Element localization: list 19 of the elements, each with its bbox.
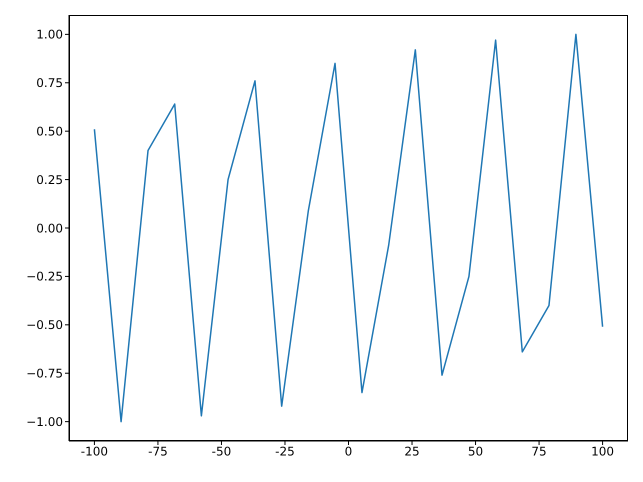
x-tick-label: 100 [591, 444, 614, 459]
x-tick-label: -100 [80, 444, 108, 459]
x-tick-label: 25 [404, 444, 420, 459]
y-tick-label: −0.75 [26, 366, 63, 380]
x-tick-label: 50 [468, 444, 484, 459]
y-tick-label: 1.00 [36, 28, 63, 42]
y-tick-label: 0.75 [36, 76, 63, 90]
x-tick-label: -25 [275, 444, 295, 459]
y-tick-label: −0.25 [26, 270, 63, 284]
x-tick-label: -75 [148, 444, 168, 459]
x-tick-label: -50 [212, 444, 232, 459]
line-series [94, 34, 604, 422]
y-tick-label: 0.00 [36, 221, 63, 236]
x-tick-label: 75 [531, 444, 547, 459]
y-tick-label: −0.50 [26, 318, 63, 332]
y-tick-label: 0.25 [36, 172, 63, 187]
x-tick-label: 0 [344, 444, 352, 459]
y-tick-label: −1.00 [26, 414, 63, 429]
y-tick-label: 0.50 [36, 124, 63, 138]
